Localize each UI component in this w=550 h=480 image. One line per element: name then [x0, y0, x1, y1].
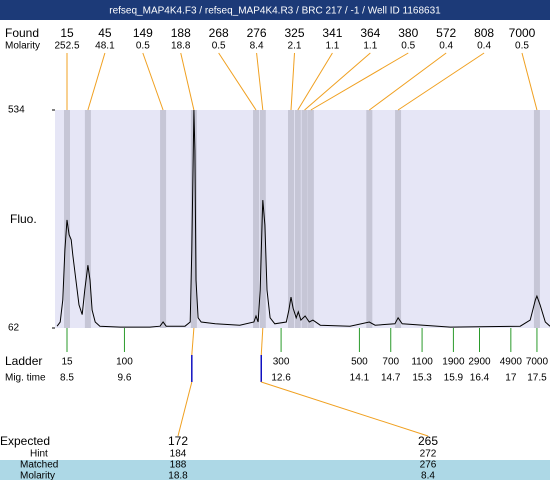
ladder-time: 17 [505, 373, 517, 384]
peak-connector [310, 52, 409, 111]
peak-band [64, 110, 71, 328]
found-molarity: 18.8 [171, 41, 191, 52]
found-size: 7000 [509, 26, 536, 40]
found-size: 572 [436, 26, 456, 40]
exp-molarity-label: Molarity [20, 471, 55, 480]
found-molarity: 252.5 [54, 41, 79, 52]
expected-label: Expected [0, 434, 50, 448]
ladder-time: 12.6 [271, 373, 291, 384]
ladder-size: 100 [116, 357, 133, 368]
peak-connector [290, 52, 295, 111]
ladder-size: 7000 [526, 357, 549, 368]
ladder-size: 1900 [442, 357, 465, 368]
peak-connector [297, 52, 333, 111]
peak-band [160, 110, 167, 328]
matched: 188 [170, 460, 187, 471]
y-tick-label: 534 [8, 105, 25, 116]
peak-band [307, 110, 314, 328]
found-molarity: 2.1 [288, 41, 302, 52]
molarity-label: Molarity [5, 41, 40, 52]
ladder-size: 4900 [500, 357, 523, 368]
found-size: 380 [398, 26, 418, 40]
peak-band [288, 110, 295, 328]
peak-band [253, 110, 260, 328]
matched-label: Matched [20, 460, 58, 471]
title-bar [0, 0, 550, 20]
expected-molarity: 18.8 [168, 471, 188, 480]
matched: 276 [420, 460, 437, 471]
matched-band [0, 460, 550, 480]
found-molarity: 1.1 [363, 41, 377, 52]
peak-connector [369, 52, 447, 111]
found-size: 808 [474, 26, 494, 40]
peak-connector [256, 52, 264, 111]
found-molarity: 0.4 [477, 41, 491, 52]
ladder-time: 16.4 [470, 373, 490, 384]
ladder-time: 8.5 [60, 373, 74, 384]
match-connector [260, 327, 264, 356]
ladder-time: 15.9 [444, 373, 464, 384]
peak-connector [180, 52, 195, 111]
title: refseq_MAP4K4.F3 / refseq_MAP4K4.R3 / BR… [109, 6, 441, 17]
found-size: 276 [247, 26, 267, 40]
peak-band [190, 110, 197, 328]
found-molarity: 8.4 [250, 41, 264, 52]
expected-connector [177, 381, 193, 437]
ladder-time: 15.3 [412, 373, 432, 384]
found-molarity: 0.5 [515, 41, 529, 52]
ladder-size: 300 [273, 357, 290, 368]
hint: 184 [170, 449, 187, 460]
found-molarity: 0.5 [212, 41, 226, 52]
trace [56, 109, 550, 328]
peak-band [259, 110, 266, 328]
ladder-time: 14.1 [350, 373, 370, 384]
peak-connector [304, 52, 371, 111]
ladder-time: 14.7 [381, 373, 401, 384]
peak-connector [218, 52, 257, 111]
found-size: 45 [98, 26, 112, 40]
found-size: 15 [60, 26, 74, 40]
peak-connector [142, 52, 164, 111]
mig-time-label: Mig. time [5, 373, 46, 384]
ladder-time: 9.6 [117, 373, 131, 384]
peak-band [533, 110, 540, 328]
peak-connector [521, 52, 538, 111]
ladder-label: Ladder [5, 354, 42, 368]
ladder-size: 2900 [468, 357, 491, 368]
expected-size: 265 [418, 434, 438, 448]
expected-size: 172 [168, 434, 188, 448]
expected-connector [261, 381, 429, 437]
y-label: Fluo. [10, 212, 37, 226]
found-molarity: 48.1 [95, 41, 115, 52]
peak-band [84, 110, 91, 328]
peak-connector [87, 52, 106, 111]
y-tick-label: 62 [8, 323, 20, 334]
found-size: 364 [360, 26, 380, 40]
peak-band [366, 110, 373, 328]
found-size: 268 [209, 26, 229, 40]
ladder-size: 1100 [411, 357, 433, 368]
expected-molarity: 8.4 [421, 471, 435, 480]
peak-band [294, 110, 301, 328]
peak-band [395, 110, 402, 328]
ladder-size: 700 [382, 357, 399, 368]
found-size: 188 [171, 26, 191, 40]
found-molarity: 1.1 [325, 41, 339, 52]
peak-connector [397, 52, 485, 111]
hint: 272 [420, 449, 437, 460]
ladder-size: 15 [61, 357, 73, 368]
found-label: Found [5, 26, 39, 40]
match-connector [191, 327, 195, 356]
found-size: 149 [133, 26, 153, 40]
found-size: 341 [322, 26, 342, 40]
found-molarity: 0.5 [136, 41, 150, 52]
hint-label: Hint [30, 449, 48, 460]
ladder-time: 17.5 [527, 373, 547, 384]
found-molarity: 0.4 [439, 41, 453, 52]
found-molarity: 0.5 [401, 41, 415, 52]
found-size: 325 [284, 26, 304, 40]
ladder-size: 500 [351, 357, 368, 368]
peak-band [301, 110, 308, 328]
